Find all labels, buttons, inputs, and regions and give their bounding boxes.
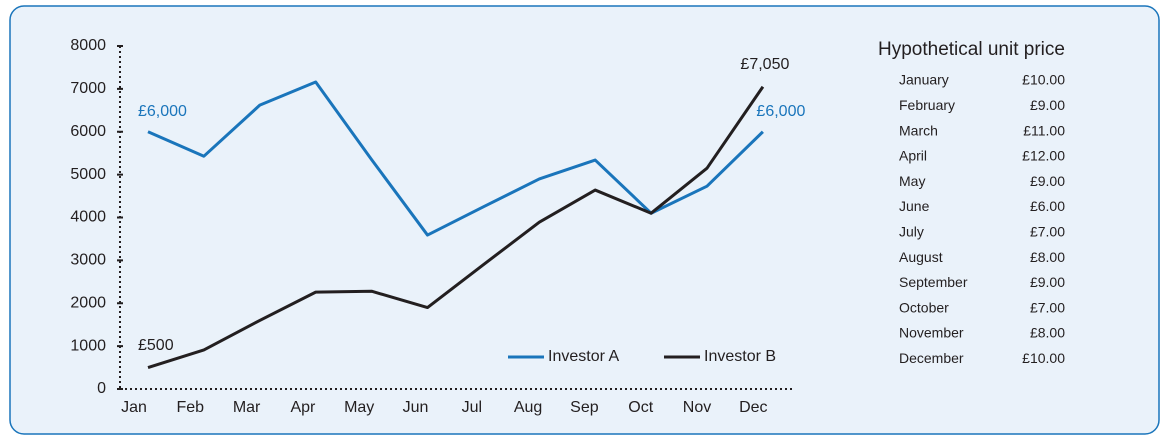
x-tick-label: Jun <box>403 399 429 416</box>
table-month: December <box>899 350 964 366</box>
legend-label: Investor B <box>704 348 776 365</box>
y-tick-label: 2000 <box>70 294 106 311</box>
panel <box>9 5 1160 435</box>
y-tick-label: 7000 <box>70 80 106 97</box>
annotation: £7,050 <box>740 56 789 73</box>
y-tick-label: 4000 <box>70 209 106 226</box>
x-tick-label: Nov <box>683 399 711 416</box>
legend-label: Investor A <box>548 348 619 365</box>
x-tick-label: Jan <box>121 399 147 416</box>
table-price: £9.00 <box>1030 97 1065 113</box>
table-month: October <box>899 299 949 315</box>
table-month: November <box>899 325 964 341</box>
y-tick-label: 8000 <box>70 37 106 54</box>
annotation: £6,000 <box>756 103 805 120</box>
table-price: £11.00 <box>1023 122 1065 138</box>
table-month: January <box>899 72 949 88</box>
x-tick-label: Dec <box>739 399 767 416</box>
x-tick-label: Sep <box>570 399 599 416</box>
table-month: July <box>899 224 924 240</box>
table-month: February <box>899 97 955 113</box>
table-price: £10.00 <box>1022 350 1065 366</box>
table-title: Hypothetical unit price <box>878 39 1065 60</box>
table-price: £10.00 <box>1022 72 1065 88</box>
table-price: £8.00 <box>1030 325 1065 341</box>
table-month: April <box>899 148 927 164</box>
y-tick-label: 5000 <box>70 166 106 183</box>
y-tick-label: 1000 <box>70 337 106 354</box>
x-tick-label: May <box>344 399 374 416</box>
x-tick-label: Jul <box>462 399 482 416</box>
x-tick-label: Oct <box>628 399 653 416</box>
table-price: £12.00 <box>1022 148 1065 164</box>
x-tick-label: Aug <box>514 399 542 416</box>
table-price: £8.00 <box>1030 249 1065 265</box>
y-tick-label: 0 <box>97 380 106 397</box>
annotation: £6,000 <box>138 103 187 120</box>
table-month: June <box>899 198 930 214</box>
y-tick-label: 3000 <box>70 252 106 269</box>
x-tick-label: Apr <box>290 399 316 416</box>
table-price: £7.00 <box>1030 299 1065 315</box>
x-tick-label: Feb <box>177 399 205 416</box>
table-price: £6.00 <box>1030 198 1065 214</box>
table-month: March <box>899 122 938 138</box>
line <box>147 85 765 369</box>
table-month: September <box>899 274 968 290</box>
table-month: August <box>899 249 943 265</box>
x-tick-label: Mar <box>233 399 261 416</box>
y-tick-label: 6000 <box>70 123 106 140</box>
table-price: £7.00 <box>1030 224 1065 240</box>
table-month: May <box>899 173 925 189</box>
table-price: £9.00 <box>1030 274 1065 290</box>
annotation: £500 <box>138 337 174 354</box>
line <box>147 80 764 237</box>
table-price: £9.00 <box>1030 173 1065 189</box>
